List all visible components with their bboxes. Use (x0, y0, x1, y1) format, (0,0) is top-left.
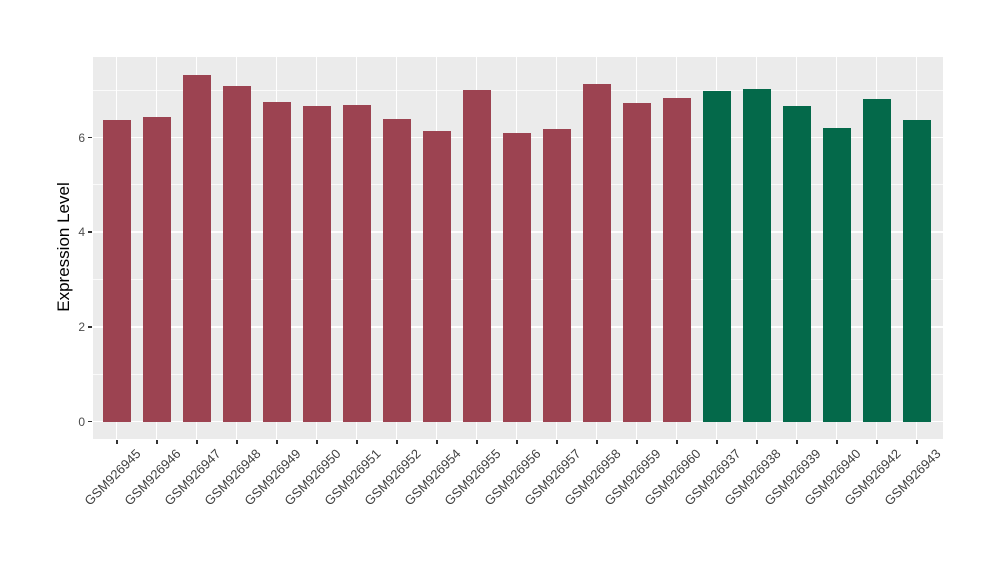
x-tick-mark-GSM926943 (916, 439, 918, 444)
bar-GSM926950 (302, 105, 331, 422)
major-gridline-y0 (93, 420, 943, 423)
y-tick-label-4: 4 (78, 225, 85, 240)
bar-GSM926948 (222, 85, 251, 422)
x-tick-mark-GSM926951 (356, 439, 358, 444)
bar-GSM926939 (782, 105, 811, 422)
bar-GSM926955 (462, 90, 491, 422)
bar-GSM926947 (182, 74, 211, 422)
y-axis-title: Expression Level (54, 182, 73, 312)
x-tick-mark-GSM926960 (676, 439, 678, 444)
y-tick-label-6: 6 (78, 130, 85, 145)
y-tick-label-2: 2 (78, 319, 85, 334)
x-tick-mark-GSM926946 (156, 439, 158, 444)
minor-gridline-y7 (93, 89, 943, 91)
x-tick-mark-GSM926942 (876, 439, 878, 444)
y-tick-mark-0 (87, 420, 92, 423)
bar-GSM926943 (902, 120, 931, 422)
bar-GSM926938 (742, 88, 771, 422)
bar-GSM926960 (662, 97, 691, 422)
x-tick-mark-GSM926954 (436, 439, 438, 444)
plot-panel (93, 57, 943, 439)
x-tick-mark-GSM926948 (236, 439, 238, 444)
bar-GSM926940 (822, 128, 851, 422)
bar-GSM926957 (542, 128, 571, 422)
bar-GSM926946 (142, 116, 171, 422)
bar-GSM926952 (382, 119, 411, 422)
x-tick-mark-GSM926939 (796, 439, 798, 444)
x-tick-mark-GSM926938 (756, 439, 758, 444)
x-tick-mark-GSM926952 (396, 439, 398, 444)
x-tick-mark-GSM926937 (716, 439, 718, 444)
y-tick-mark-2 (87, 326, 92, 328)
x-tick-mark-GSM926957 (556, 439, 558, 444)
x-tick-mark-GSM926955 (476, 439, 478, 444)
bar-GSM926956 (502, 132, 531, 422)
y-tick-mark-4 (87, 231, 92, 233)
bar-GSM926958 (582, 83, 611, 422)
y-tick-label-0: 0 (78, 414, 85, 429)
x-tick-mark-GSM926959 (636, 439, 638, 444)
bar-GSM926959 (622, 102, 651, 422)
y-tick-mark-6 (87, 136, 92, 139)
bar-GSM926937 (702, 90, 731, 422)
x-tick-mark-GSM926949 (276, 439, 278, 444)
x-tick-mark-GSM926947 (196, 439, 198, 444)
bar-GSM926942 (862, 99, 891, 422)
x-tick-mark-GSM926950 (316, 439, 318, 444)
x-tick-mark-GSM926956 (516, 439, 518, 444)
bar-GSM926954 (422, 131, 451, 422)
bar-GSM926949 (262, 101, 291, 422)
bar-GSM926945 (102, 119, 131, 422)
x-tick-mark-GSM926945 (116, 439, 118, 444)
x-tick-mark-GSM926940 (836, 439, 838, 444)
bar-GSM926951 (342, 105, 371, 422)
x-tick-mark-GSM926958 (596, 439, 598, 444)
